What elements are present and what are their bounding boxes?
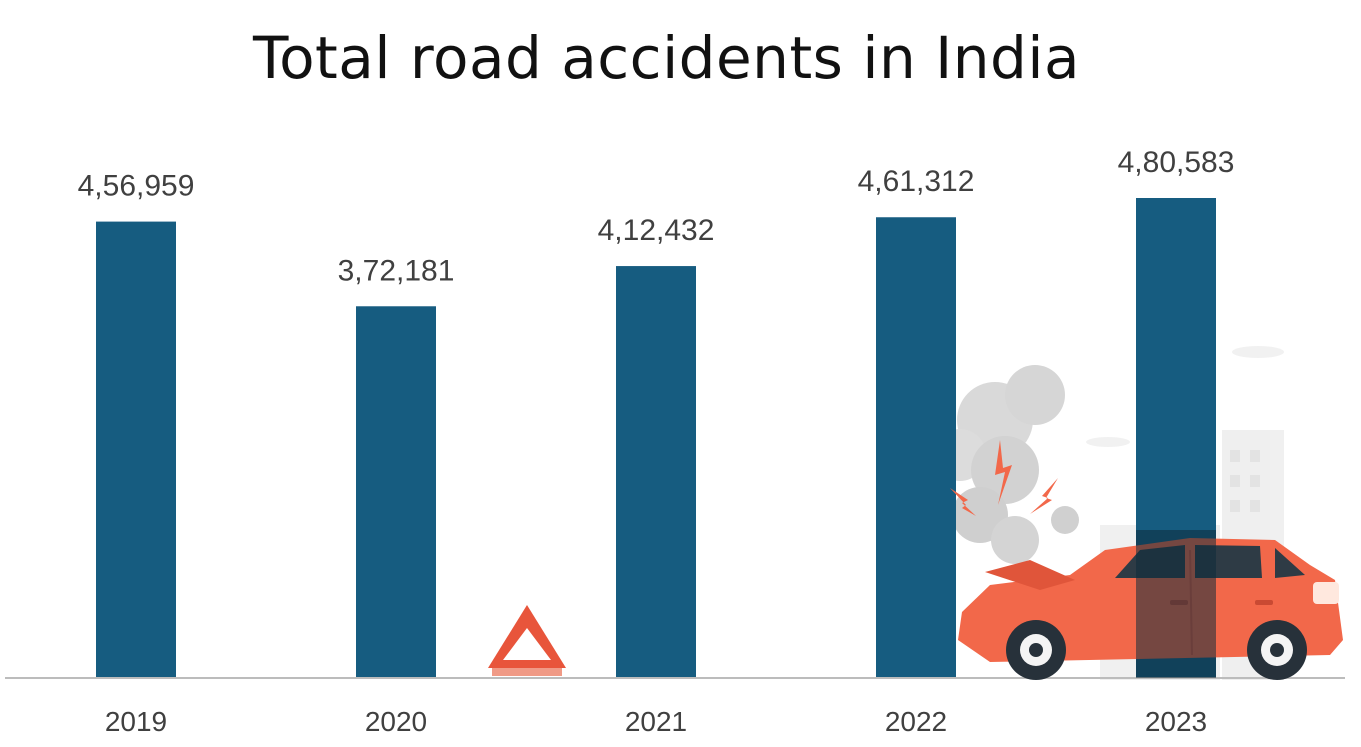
x-tick-labels: 2019 2020 2021 2022 2023 <box>105 706 1207 737</box>
warning-triangle-icon <box>488 605 566 676</box>
bar-2019 <box>96 221 176 678</box>
x-tick-label-2022: 2022 <box>885 706 947 737</box>
value-label-2023: 4,80,583 <box>1118 146 1235 179</box>
value-label-2021: 4,12,432 <box>598 214 715 247</box>
bar-series <box>96 198 1216 678</box>
bar-overlay <box>1136 530 1216 678</box>
bar-2020 <box>356 306 436 678</box>
chart-title: Total road accidents in India <box>253 24 1080 92</box>
x-tick-label-2023: 2023 <box>1145 706 1207 737</box>
bar-2021 <box>616 266 696 678</box>
value-labels: 4,56,959 3,72,181 4,12,432 4,61,312 4,80,583 <box>78 146 1235 287</box>
x-tick-label-2021: 2021 <box>625 706 687 737</box>
x-tick-label-2020: 2020 <box>365 706 427 737</box>
value-label-2020: 3,72,181 <box>338 254 455 287</box>
value-label-2022: 4,61,312 <box>858 165 975 198</box>
x-tick-label-2019: 2019 <box>105 706 167 737</box>
bar-2022 <box>876 217 956 678</box>
spark-icon <box>950 440 1058 516</box>
value-label-2019: 4,56,959 <box>78 170 195 203</box>
